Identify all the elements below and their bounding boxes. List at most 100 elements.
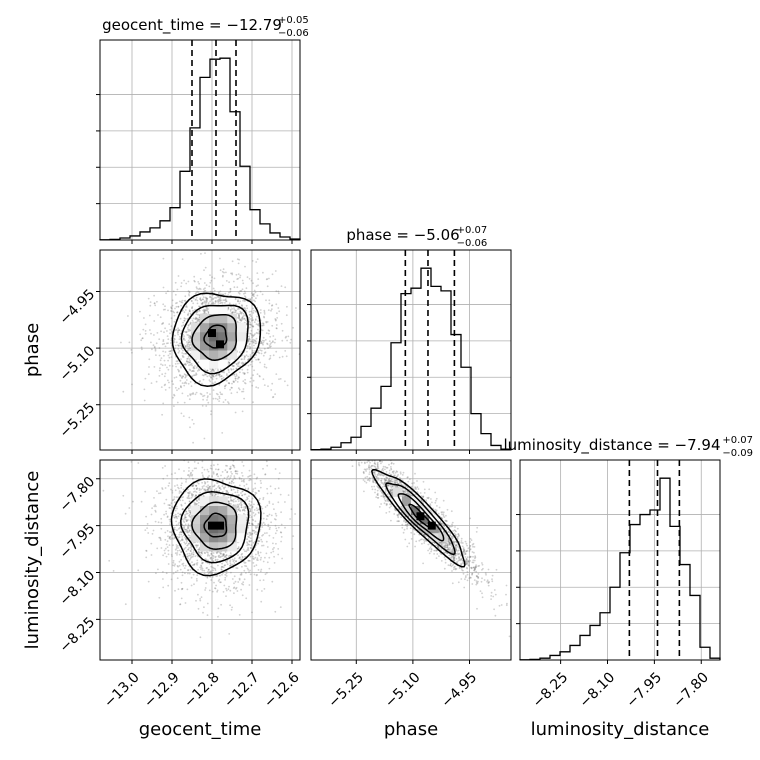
sample-point: [235, 470, 238, 473]
sample-point: [185, 379, 188, 381]
sample-point: [251, 522, 254, 525]
sample-point: [225, 464, 227, 467]
sample-point: [171, 537, 174, 539]
sample-point: [179, 540, 182, 542]
sample-point: [182, 539, 184, 541]
sample-point: [170, 578, 173, 581]
sample-point: [196, 287, 199, 290]
sample-point: [213, 277, 216, 280]
sample-point: [217, 299, 220, 302]
sample-point: [185, 374, 188, 377]
sample-point: [195, 374, 197, 376]
sample-point: [261, 342, 264, 345]
sample-point: [179, 513, 182, 516]
sample-point: [246, 350, 248, 353]
sample-point: [183, 567, 186, 569]
sample-point: [164, 327, 167, 330]
sample-point: [191, 307, 193, 309]
sample-point: [192, 393, 195, 395]
sample-point: [230, 392, 233, 395]
sample-point: [219, 552, 221, 554]
sample-point: [254, 350, 256, 352]
density-cell: [190, 322, 201, 333]
sample-point: [237, 547, 240, 550]
sample-point: [130, 349, 133, 351]
sample-point: [252, 541, 255, 544]
sample-point: [272, 542, 274, 545]
sample-point: [187, 474, 189, 477]
sample-point: [159, 316, 162, 319]
sample-point: [260, 538, 263, 541]
sample-point: [292, 326, 294, 329]
sample-point: [212, 301, 215, 304]
sample-point: [241, 556, 244, 559]
sample-point: [249, 540, 252, 542]
sample-point: [268, 556, 271, 559]
sample-point: [201, 302, 204, 305]
sample-point: [222, 274, 224, 277]
sample-point: [187, 474, 190, 476]
sample-point: [205, 299, 208, 301]
sample-point: [212, 555, 215, 558]
sample-point: [161, 413, 164, 416]
sample-point: [155, 354, 157, 356]
sample-point: [206, 375, 209, 378]
sample-point: [269, 526, 271, 529]
sample-point: [229, 499, 232, 502]
sample-point: [161, 373, 164, 376]
sample-point: [270, 514, 273, 517]
sample-point: [183, 525, 186, 527]
sample-point: [164, 345, 167, 348]
sample-point: [235, 273, 238, 276]
sample-point: [248, 531, 251, 534]
sample-point: [233, 582, 235, 585]
sample-point: [284, 350, 287, 352]
sample-point: [224, 564, 227, 567]
sample-point: [265, 460, 268, 463]
sample-point: [168, 356, 171, 359]
sample-point: [281, 339, 284, 342]
sample-point: [172, 544, 175, 547]
sample-point: [171, 555, 173, 558]
sample-point: [174, 281, 177, 284]
sample-point: [182, 562, 185, 565]
sample-point: [274, 338, 277, 341]
sample-point: [252, 282, 254, 285]
sample-point: [228, 281, 231, 284]
sample-point: [251, 533, 254, 535]
sample-point: [171, 491, 174, 494]
sample-point: [173, 537, 176, 540]
sample-point: [258, 554, 261, 557]
sample-point: [150, 542, 153, 545]
sample-point: [222, 293, 224, 296]
sample-point: [243, 317, 246, 320]
sample-point: [251, 365, 254, 368]
sample-point: [205, 284, 208, 287]
sample-point: [169, 504, 171, 507]
density-cell: [227, 532, 237, 543]
sample-point: [236, 278, 239, 280]
sample-point: [191, 419, 194, 421]
sample-point: [262, 521, 265, 524]
sample-point: [180, 484, 183, 487]
density-cell: [236, 340, 246, 351]
sample-point: [227, 500, 230, 502]
density-cell: [236, 322, 246, 333]
sample-point: [188, 336, 190, 339]
sample-point: [251, 317, 254, 319]
sample-point: [306, 572, 308, 574]
sample-point: [206, 488, 209, 491]
sample-point: [190, 300, 193, 303]
sample-point: [249, 569, 252, 572]
sample-point: [243, 373, 246, 375]
sample-point: [239, 312, 242, 315]
sample-point: [189, 312, 192, 315]
sample-point: [229, 565, 231, 567]
sample-point: [184, 515, 186, 517]
sample-point: [274, 532, 277, 535]
sample-point: [234, 411, 237, 414]
sample-point: [265, 278, 268, 281]
sample-point: [144, 332, 147, 335]
sample-point: [178, 338, 181, 341]
sample-point: [191, 307, 193, 309]
